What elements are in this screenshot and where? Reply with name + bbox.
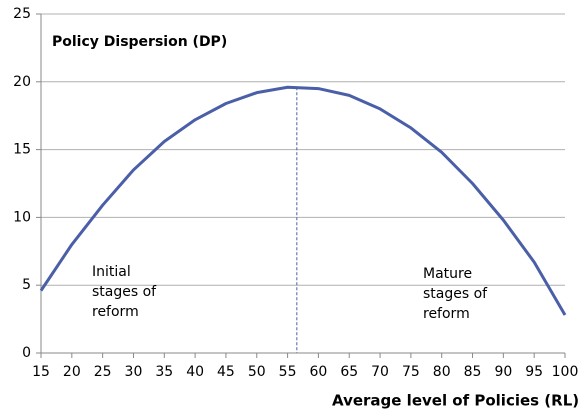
annotation: stages of xyxy=(92,284,157,300)
x-axis-label: Average level of Policies (RL) xyxy=(332,392,579,410)
annotation: Mature xyxy=(423,266,472,282)
x-tick-label: 70 xyxy=(371,364,389,380)
annotation: stages of xyxy=(423,286,488,302)
x-tick-label: 55 xyxy=(279,364,297,380)
x-tick-label: 85 xyxy=(464,364,482,380)
x-tick-label: 35 xyxy=(155,364,173,380)
x-tick-label: 75 xyxy=(402,364,420,380)
y-tick-label: 5 xyxy=(22,277,31,293)
x-tick-label: 65 xyxy=(340,364,358,380)
x-tick-label: 100 xyxy=(552,364,579,380)
y-tick-label: 20 xyxy=(13,74,31,90)
y-tick-label: 25 xyxy=(13,6,31,22)
x-tick-label: 90 xyxy=(494,364,512,380)
x-tick-label: 15 xyxy=(32,364,50,380)
x-tick-label: 20 xyxy=(63,364,81,380)
x-tick-label: 45 xyxy=(217,364,235,380)
annotation: reform xyxy=(423,306,470,322)
y-tick-label: 0 xyxy=(22,345,31,361)
x-tick-label: 80 xyxy=(433,364,451,380)
chart-title: Policy Dispersion (DP) xyxy=(52,34,227,50)
x-tick-label: 40 xyxy=(186,364,204,380)
annotation: Initial xyxy=(92,264,131,280)
x-tick-label: 25 xyxy=(94,364,112,380)
x-tick-label: 60 xyxy=(309,364,327,380)
y-tick-label: 15 xyxy=(13,142,31,158)
y-tick-label: 10 xyxy=(13,209,31,225)
x-tick-label: 30 xyxy=(125,364,143,380)
x-tick-label: 50 xyxy=(248,364,266,380)
x-tick-label: 95 xyxy=(525,364,543,380)
annotation: reform xyxy=(92,304,139,320)
data-line xyxy=(39,85,567,316)
